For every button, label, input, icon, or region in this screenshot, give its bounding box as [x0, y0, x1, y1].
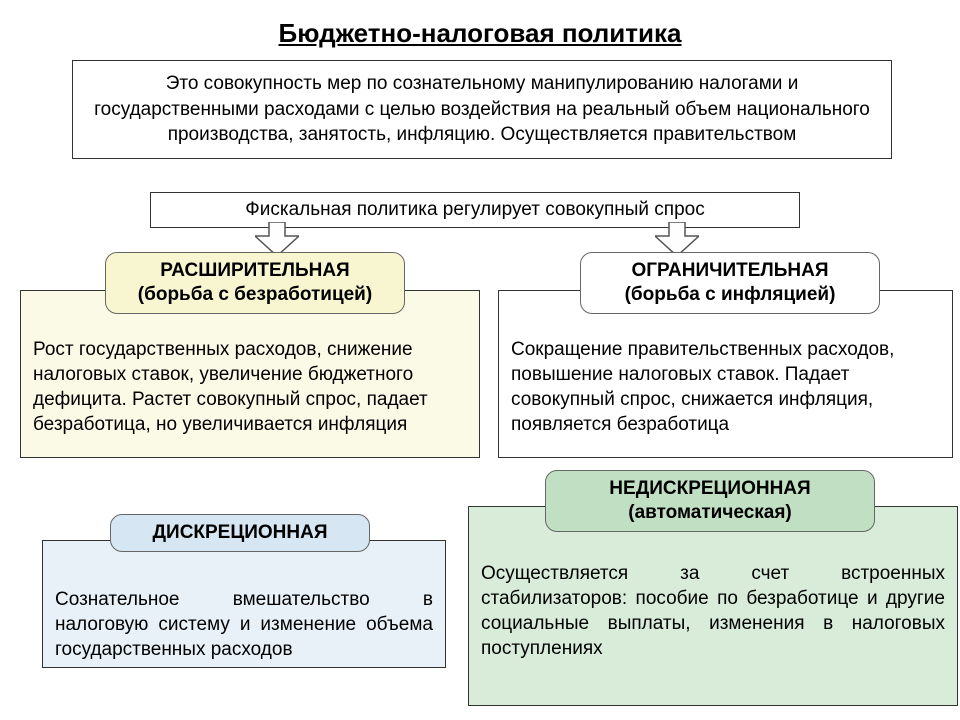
restrictive-header-l1: ОГРАНИЧИТЕЛЬНАЯ	[631, 260, 828, 281]
restrictive-box: Сокращение правительственных расходов, п…	[498, 290, 953, 458]
nondiscretionary-header-l1: НЕДИСКРЕЦИОННАЯ	[609, 478, 810, 499]
restrictive-header-l2: (борьба с инфляцией)	[625, 284, 836, 305]
discretionary-header: ДИСКРЕЦИОННАЯ	[110, 514, 370, 552]
definition-box: Это совокупность мер по сознательному ма…	[72, 60, 892, 159]
nondiscretionary-header: НЕДИСКРЕЦИОННАЯ (автоматическая)	[545, 470, 875, 532]
expansionary-box: Рост государственных расходов, снижение …	[20, 290, 480, 458]
discretionary-box: Сознательное вмешательство в налоговую с…	[42, 540, 446, 668]
expansionary-header-l1: РАСШИРИТЕЛЬНАЯ	[160, 260, 349, 281]
discretionary-header-text: ДИСКРЕЦИОННАЯ	[153, 522, 328, 543]
discretionary-body: Сознательное вмешательство в налоговую с…	[43, 541, 445, 674]
expansionary-body: Рост государственных расходов, снижение …	[21, 291, 479, 449]
expansionary-header: РАСШИРИТЕЛЬНАЯ (борьба с безработицей)	[105, 252, 405, 314]
nondiscretionary-body: Осуществляется за счет встроенных стабил…	[469, 507, 957, 673]
restrictive-body: Сокращение правительственных расходов, п…	[499, 291, 952, 449]
nondiscretionary-header-l2: (автоматическая)	[628, 502, 792, 523]
expansionary-header-l2: (борьба с безработицей)	[138, 284, 372, 305]
subtitle-box: Фискальная политика регулирует совокупны…	[150, 192, 800, 228]
diagram-title: Бюджетно-налоговая политика	[0, 0, 960, 55]
nondiscretionary-box: Осуществляется за счет встроенных стабил…	[468, 506, 958, 706]
restrictive-header: ОГРАНИЧИТЕЛЬНАЯ (борьба с инфляцией)	[580, 252, 880, 314]
